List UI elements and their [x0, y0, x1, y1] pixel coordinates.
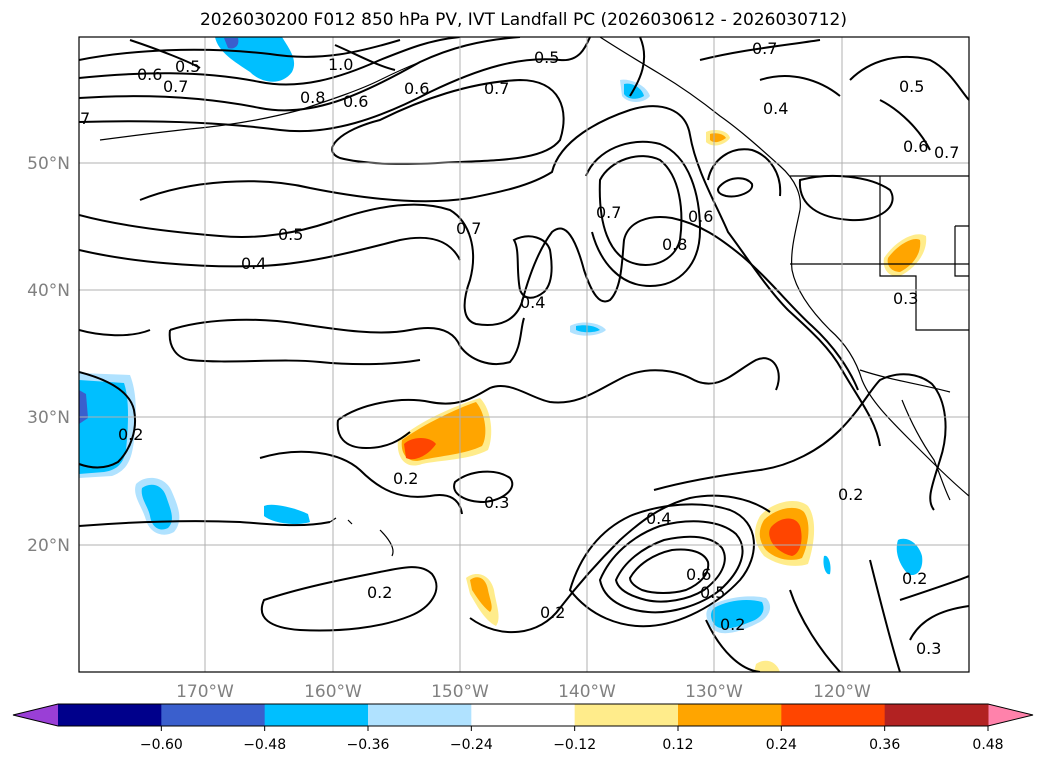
colorbar-segment	[58, 704, 162, 726]
lat-tick-labels: 50°N 40°N 30°N 20°N	[27, 154, 70, 556]
contour-label: 0.5	[534, 48, 559, 67]
contour-label: 0.2	[902, 569, 927, 588]
lon-tick-label: 140°W	[558, 682, 616, 702]
shade-darkblue-core	[224, 38, 239, 49]
colorbar-tick-label: −0.12	[553, 737, 596, 753]
colorbar-segment	[264, 704, 369, 726]
contour-labels: 0.5 0.6 0.7 1.0 0.8 0.6 0.6 0.5 0.7 0.7 …	[80, 39, 959, 658]
contour-label: 0.2	[838, 485, 863, 504]
colorbar-ticks: −0.60 −0.48 −0.36 −0.24 −0.12 0.12 0.24 0.36 0.4…	[140, 726, 1004, 753]
lat-tick-label: 50°N	[27, 154, 70, 174]
colorbar-tick-label: 0.48	[972, 737, 1003, 753]
shaded-regions	[79, 37, 927, 672]
contour-label: 0.3	[916, 639, 941, 658]
lon-tick-label: 160°W	[304, 682, 362, 702]
lon-tick-label: 170°W	[176, 682, 234, 702]
contour-label: 0.6	[686, 565, 711, 584]
colorbar-segments	[58, 704, 989, 726]
colorbar-extend-left	[13, 704, 58, 726]
colorbar-segment	[471, 704, 576, 726]
lat-tick-label: 30°N	[27, 408, 70, 428]
lon-tick-labels: 170°W 160°W 150°W 140°W 130°W 120°W	[176, 682, 871, 702]
contour-label: 0.7	[484, 79, 509, 98]
contour-label: 0.2	[118, 425, 143, 444]
contour-label: 0.5	[899, 77, 924, 96]
contour-label: 0.7	[163, 77, 188, 96]
contour-label: 0.6	[343, 92, 368, 111]
contour-label: 0.2	[367, 583, 392, 602]
contour-label: 0.4	[520, 293, 545, 312]
colorbar-segment	[574, 704, 679, 726]
lon-tick-label: 150°W	[431, 682, 489, 702]
contour-label: 0.6	[903, 137, 928, 156]
map-frame	[78, 36, 970, 673]
colorbar-segment	[368, 704, 472, 726]
contour-label: 0.3	[893, 289, 918, 308]
contour-label: 0.6	[688, 207, 713, 226]
contour-label: 0.7	[752, 39, 777, 58]
colorbar-tick-label: 0.24	[766, 737, 797, 753]
lon-tick-label: 130°W	[685, 682, 743, 702]
lat-tick-label: 20°N	[27, 536, 70, 556]
contour-label: 0.4	[241, 254, 266, 273]
contour-label: 0.2	[393, 469, 418, 488]
colorbar-tick-label: 0.36	[869, 737, 900, 753]
contour-label: 0.2	[540, 603, 565, 622]
contour-label: 0.7	[596, 203, 621, 222]
contour-label: 0.6	[137, 65, 162, 84]
map-panel: 0.5 0.6 0.7 1.0 0.8 0.6 0.6 0.5 0.7 0.7 …	[78, 36, 970, 673]
colorbar: −0.60 −0.48 −0.36 −0.24 −0.12 0.12 0.24 0.36 0.4…	[12, 703, 1034, 753]
colorbar-segment	[161, 704, 266, 726]
colorbar-tick-label: −0.48	[243, 737, 286, 753]
colorbar-segment	[678, 704, 782, 726]
graticule	[79, 37, 969, 672]
colorbar-extend-right	[988, 704, 1033, 726]
lon-tick-label: 120°W	[813, 682, 871, 702]
colorbar-tick-label: −0.36	[347, 737, 390, 753]
colorbar-segment	[884, 704, 989, 726]
shade-blue-20n-east	[896, 538, 923, 576]
colorbar-segment	[781, 704, 886, 726]
shade-blue-gulf-alaska	[215, 37, 295, 82]
contour-label: 0.2	[720, 615, 745, 634]
contour-label: 0.5	[175, 57, 200, 76]
contour-label: 0.8	[662, 235, 687, 254]
shade-blue-22n	[264, 504, 310, 524]
contour-label: 0.7	[934, 143, 959, 162]
colorbar-tick-label: −0.60	[140, 737, 183, 753]
colorbar-tick-label: 0.12	[662, 737, 693, 753]
contour-label: 0.3	[484, 493, 509, 512]
contour-label: 0.6	[404, 79, 429, 98]
contour-label: 0.8	[300, 88, 325, 107]
lat-tick-label: 40°N	[27, 281, 70, 301]
contour-label: 7	[80, 109, 90, 128]
pv-contours	[79, 37, 969, 672]
contour-label: 0.5	[278, 225, 303, 244]
colorbar-outline	[12, 703, 1034, 727]
colorbar-tick-label: −0.24	[450, 737, 493, 753]
contour-label: 0.7	[456, 219, 481, 238]
contour-label: 0.4	[763, 99, 788, 118]
contour-label: 0.4	[646, 509, 671, 528]
contour-label: 0.5	[700, 583, 725, 602]
map-title: 2026030200 F012 850 hPa PV, IVT Landfall…	[199, 10, 847, 30]
coastlines	[99, 37, 969, 557]
contour-label: 1.0	[328, 55, 353, 74]
